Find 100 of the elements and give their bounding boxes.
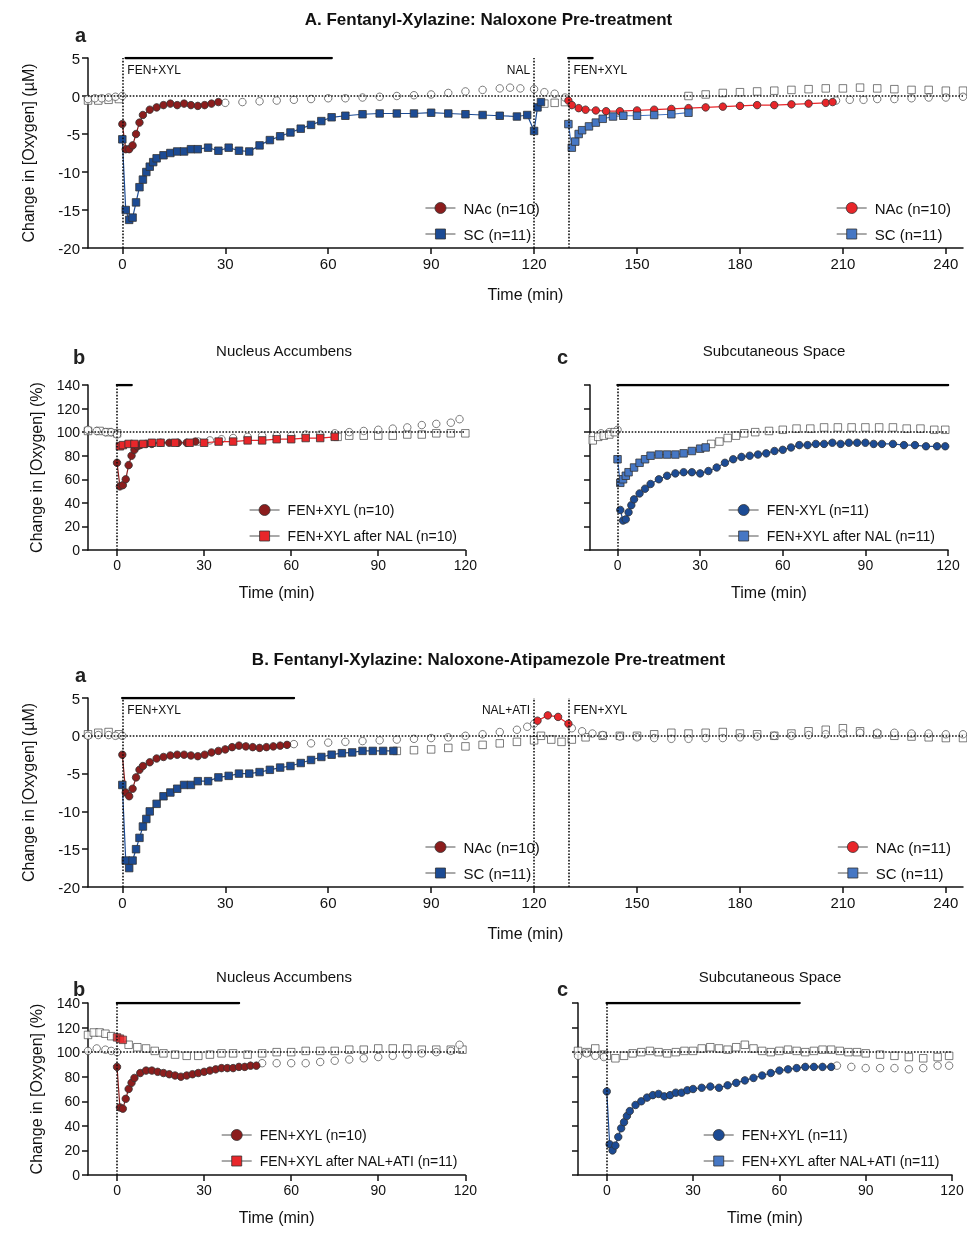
y-tick-label: 80	[64, 1068, 81, 1085]
x-tick-label: 120	[521, 894, 547, 911]
y-tick-label: -15	[58, 201, 80, 219]
y-tick-label: 60	[64, 1093, 81, 1110]
legend-label: FEN+XYL after NAL (n=10)	[287, 528, 457, 544]
legend-label: SC (n=11)	[463, 225, 532, 243]
chart-subtitle: a	[75, 24, 87, 46]
x-tick-label: 210	[830, 894, 856, 911]
y-axis-title: Change in [Oxygen] (µM)	[19, 702, 37, 883]
x-tick-label: 90	[422, 894, 440, 911]
legend-label: SC (n=11)	[463, 864, 532, 882]
x-tick-label: 90	[370, 1182, 387, 1198]
legend-label: FEN+XYL after NAL+ATI (n=11)	[259, 1153, 458, 1169]
y-axis-title: Change in [Oxygen] (%)	[27, 1003, 45, 1175]
x-axis-title: Time (min)	[238, 1208, 315, 1226]
x-tick-label: 180	[727, 894, 753, 911]
y-tick-label: 0	[72, 1167, 81, 1183]
x-tick-label: 120	[936, 557, 960, 573]
y-tick-label: -10	[58, 163, 80, 181]
legend-label: NAc (n=10)	[463, 838, 540, 856]
y-tick-label: 100	[56, 1044, 81, 1061]
x-tick-label: 60	[771, 1182, 788, 1198]
x-tick-label: 60	[774, 557, 791, 573]
chart-subtitle: a	[75, 664, 87, 686]
y-tick-label: 80	[64, 447, 81, 464]
legend-label: NAc (n=10)	[463, 199, 540, 217]
chart-title: Subcutaneous Space	[698, 968, 842, 985]
y-tick-label: -10	[58, 802, 80, 820]
x-tick-label: 90	[857, 1182, 874, 1198]
x-tick-label: 30	[216, 894, 234, 911]
legend-label: FEN+XYL after NAL+ATI (n=11)	[741, 1153, 940, 1169]
y-tick-label: 140	[56, 995, 81, 1011]
legend-label: NAc (n=11)	[875, 838, 951, 856]
x-axis-title: Time (min)	[238, 583, 315, 601]
y-tick-label: 5	[71, 49, 80, 67]
legend-label: SC (n=11)	[875, 864, 944, 882]
legend-label: FEN+XYL (n=11)	[741, 1127, 848, 1143]
legend-label: FEN+XYL (n=10)	[287, 502, 395, 518]
x-tick-label: 0	[602, 1182, 611, 1198]
x-tick-label: 30	[692, 557, 709, 573]
chart-title: B. Fentanyl-Xylazine: Naloxone-Atipamezole Pre-treatment	[251, 650, 726, 669]
y-tick-label: 40	[64, 494, 81, 511]
x-tick-label: 0	[118, 255, 127, 272]
x-tick-label: 120	[521, 255, 547, 272]
x-tick-label: 150	[624, 894, 650, 911]
x-tick-label: 30	[216, 255, 234, 272]
y-axis-title: Change in [Oxygen] (µM)	[19, 63, 37, 243]
legend-label: FEN+XYL after NAL (n=11)	[766, 528, 935, 544]
x-tick-label: 120	[940, 1182, 964, 1198]
legend-label: FEN-XYL (n=11)	[766, 502, 869, 518]
y-tick-label: -5	[66, 125, 80, 143]
ref-line-label: NAL+ATI	[481, 703, 531, 717]
x-tick-label: 180	[727, 255, 753, 272]
x-tick-label: 90	[422, 255, 440, 272]
y-tick-label: -15	[58, 840, 80, 858]
ref-line-label: FEN+XYL	[127, 63, 182, 77]
y-tick-label: -20	[58, 239, 80, 257]
chart-title: A. Fentanyl-Xylazine: Naloxone Pre-treatment	[304, 10, 673, 29]
x-tick-label: 120	[453, 1182, 478, 1198]
y-tick-label: 120	[56, 400, 81, 417]
x-tick-label: 60	[283, 1182, 300, 1198]
y-tick-label: -5	[66, 765, 80, 783]
y-tick-label: 20	[64, 1142, 81, 1159]
x-tick-label: 30	[685, 1182, 702, 1198]
x-tick-label: 90	[370, 557, 387, 573]
y-tick-label: 60	[64, 471, 81, 488]
x-tick-label: 30	[196, 1182, 213, 1198]
x-tick-label: 0	[113, 1182, 122, 1198]
ref-line-label: FEN+XYL	[127, 703, 182, 717]
x-tick-label: 240	[933, 255, 959, 272]
x-tick-label: 60	[319, 894, 337, 911]
y-tick-label: 120	[56, 1019, 81, 1036]
x-tick-label: 150	[624, 255, 650, 272]
x-tick-label: 0	[118, 894, 127, 911]
x-tick-label: 90	[857, 557, 874, 573]
y-tick-label: 0	[71, 727, 80, 745]
ref-line-label: NAL	[506, 63, 531, 77]
y-tick-label: 40	[64, 1117, 81, 1134]
x-tick-label: 0	[613, 557, 622, 573]
x-axis-title: Time (min)	[487, 924, 564, 942]
x-tick-label: 30	[196, 557, 213, 573]
chart-subtitle: b	[73, 346, 86, 368]
x-tick-label: 60	[283, 557, 300, 573]
ref-line-label: FEN+XYL	[573, 703, 628, 717]
x-tick-label: 210	[830, 255, 856, 272]
x-tick-label: 240	[933, 894, 959, 911]
legend-label: NAc (n=10)	[874, 199, 952, 217]
legend-label: SC (n=11)	[874, 225, 943, 243]
chart-title: Nucleus Accumbens	[216, 968, 352, 985]
y-tick-label: 0	[72, 542, 81, 558]
x-tick-label: 120	[453, 557, 478, 573]
y-tick-label: 0	[71, 87, 80, 105]
y-tick-label: 20	[64, 518, 81, 535]
y-tick-label: 140	[56, 377, 81, 393]
chart-title: Nucleus Accumbens	[216, 342, 352, 359]
x-tick-label: 0	[113, 557, 122, 573]
x-tick-label: 60	[319, 255, 337, 272]
x-axis-title: Time (min)	[727, 1208, 803, 1226]
y-tick-label: -20	[58, 878, 80, 896]
x-axis-title: Time (min)	[731, 583, 807, 601]
